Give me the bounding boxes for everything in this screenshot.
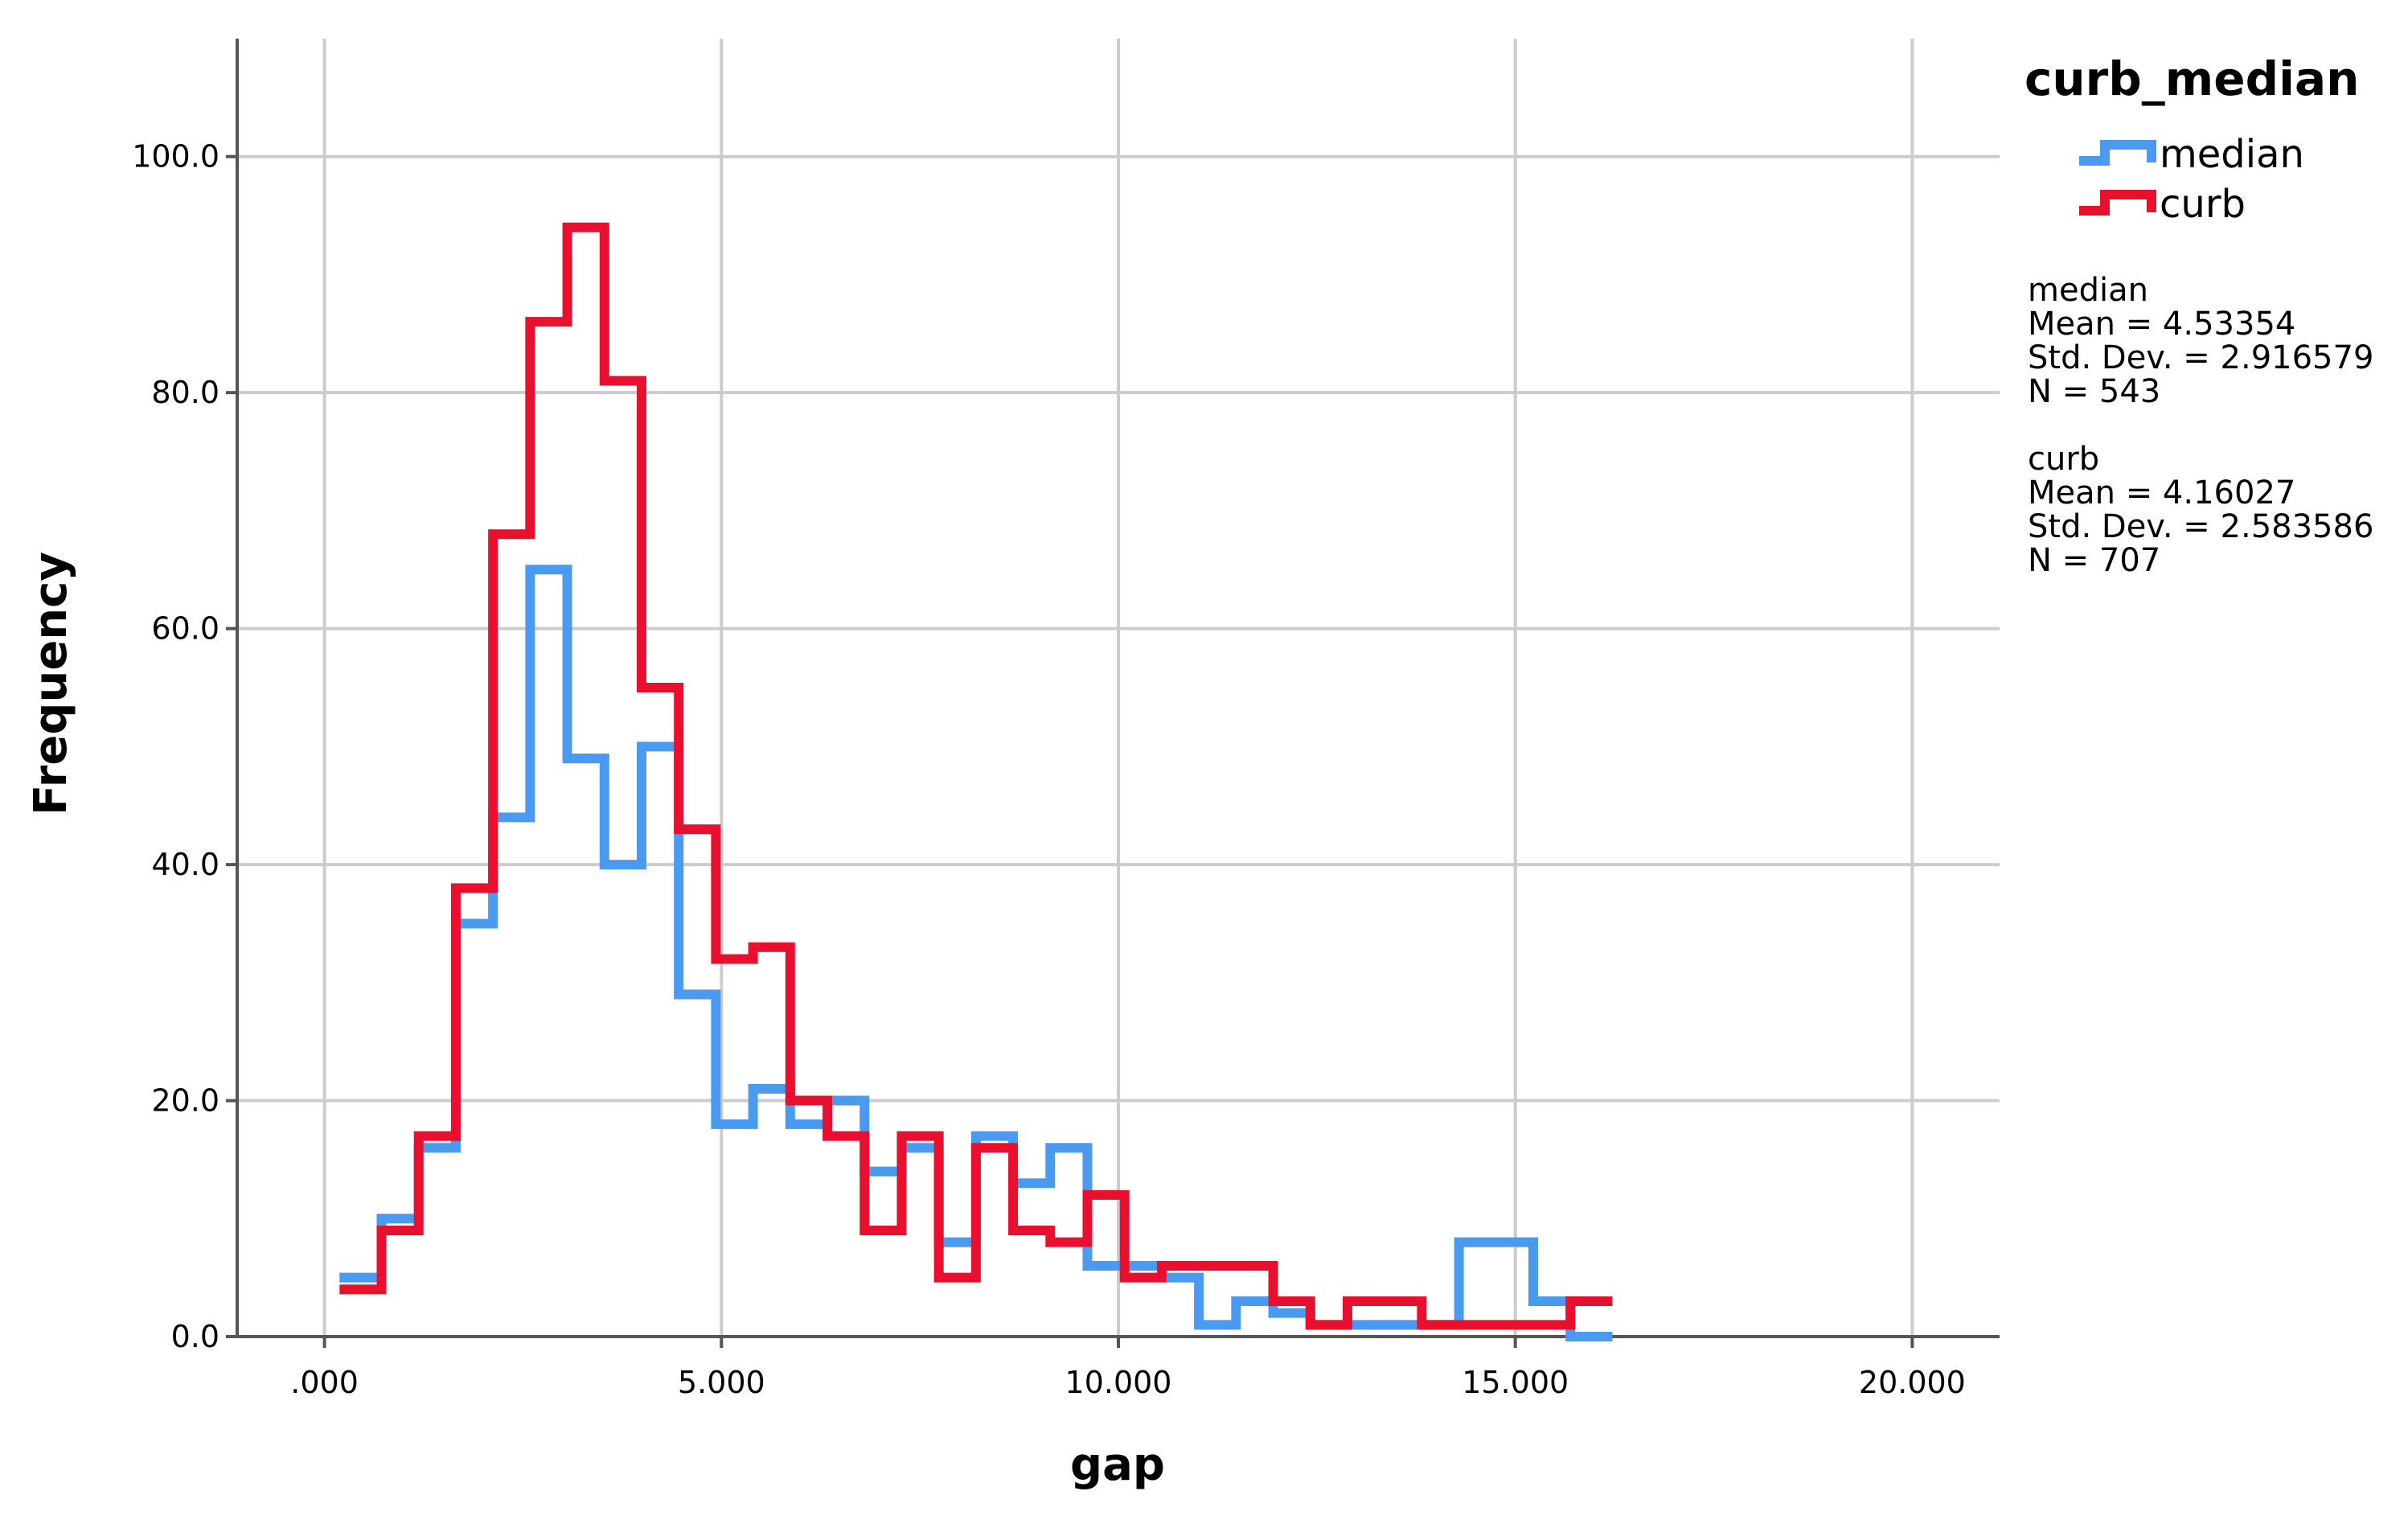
x-tick-label-1: 5.000 — [678, 1365, 765, 1400]
bin-curb-31 — [1496, 1325, 1533, 1337]
bin-curb-23 — [1199, 1266, 1236, 1337]
stats-name-median: median — [2028, 272, 2148, 309]
stats-mean-curb: Mean = 4.16027 — [2028, 474, 2295, 511]
y-axis-title: Frequency — [25, 552, 77, 815]
bin-curb-8 — [642, 688, 679, 1337]
legend-entry-curb: curb — [2079, 182, 2246, 227]
x-tick-label-2: 10.000 — [1065, 1365, 1172, 1400]
bin-curb-9 — [679, 829, 716, 1337]
bin-curb-13 — [827, 1136, 864, 1337]
stats-sd-curb: Std. Dev. = 2.583586 — [2028, 508, 2373, 545]
bin-curb-32 — [1533, 1325, 1570, 1337]
legend-swatch-curb — [2079, 190, 2156, 216]
bin-curb-1 — [382, 1230, 419, 1337]
stats-name-curb: curb — [2028, 441, 2099, 478]
stats-mean-median: Mean = 4.53354 — [2028, 306, 2295, 343]
tick-labels: 0.0 20.0 40.0 60.0 80.0 100.0 .000 5.000 10.000 1… — [132, 139, 1966, 1400]
bin-curb-19 — [1050, 1243, 1087, 1337]
bin-curb-28 — [1384, 1301, 1421, 1337]
bin-curb-22 — [1162, 1266, 1199, 1337]
bin-curb-25 — [1274, 1301, 1311, 1337]
y-tick-label-2: 40.0 — [151, 847, 219, 882]
bin-curb-24 — [1236, 1266, 1273, 1337]
y-tick-label-5: 100.0 — [132, 139, 219, 175]
stats-n-curb: N = 707 — [2028, 542, 2160, 579]
x-tick-label-3: 15.000 — [1462, 1365, 1569, 1400]
bin-curb-3 — [456, 888, 493, 1337]
bin-curb-6 — [568, 228, 605, 1337]
x-tick-label-4: 20.000 — [1859, 1365, 1966, 1400]
bin-curb-18 — [1013, 1230, 1050, 1337]
y-tick-label-4: 80.0 — [151, 375, 219, 410]
bin-curb-0 — [344, 1289, 381, 1337]
bin-curb-33 — [1570, 1301, 1607, 1337]
bin-curb-30 — [1459, 1325, 1496, 1337]
bin-curb-4 — [493, 534, 530, 1337]
y-tick-label-3: 60.0 — [151, 611, 219, 647]
x-axis-title: gap — [1070, 1439, 1165, 1491]
bin-curb-21 — [1125, 1278, 1162, 1337]
bin-curb-2 — [419, 1136, 456, 1337]
bin-curb-17 — [976, 1148, 1013, 1337]
bin-curb-26 — [1311, 1325, 1348, 1337]
y-tick-label-1: 20.0 — [151, 1083, 219, 1119]
y-tick-label-0: 0.0 — [171, 1319, 219, 1354]
series-outline-curb — [339, 222, 1613, 1330]
bin-curb-11 — [753, 947, 790, 1337]
histogram-series — [339, 222, 1613, 1341]
legend-swatch-median — [2079, 140, 2156, 166]
bin-curb-16 — [939, 1278, 976, 1337]
bin-curb-7 — [605, 381, 642, 1337]
bin-curb-29 — [1421, 1325, 1458, 1337]
bin-curb-12 — [790, 1101, 827, 1337]
bin-curb-14 — [864, 1230, 901, 1337]
bin-curb-15 — [901, 1136, 938, 1337]
bin-curb-27 — [1348, 1301, 1384, 1337]
legend-entries: median curb — [2079, 132, 2304, 227]
stats-sd-median: Std. Dev. = 2.916579 — [2028, 339, 2373, 376]
legend-title: curb_median — [2024, 51, 2359, 106]
x-tick-label-0: .000 — [290, 1365, 359, 1400]
legend-label-median: median — [2160, 132, 2304, 177]
series-curb — [339, 222, 1613, 1337]
bin-curb-10 — [716, 959, 753, 1337]
bin-curb-5 — [530, 322, 567, 1337]
stats-n-median: N = 543 — [2028, 373, 2160, 410]
legend-label-curb: curb — [2160, 182, 2246, 227]
legend-entry-median: median — [2079, 132, 2304, 177]
bin-curb-20 — [1087, 1195, 1124, 1337]
